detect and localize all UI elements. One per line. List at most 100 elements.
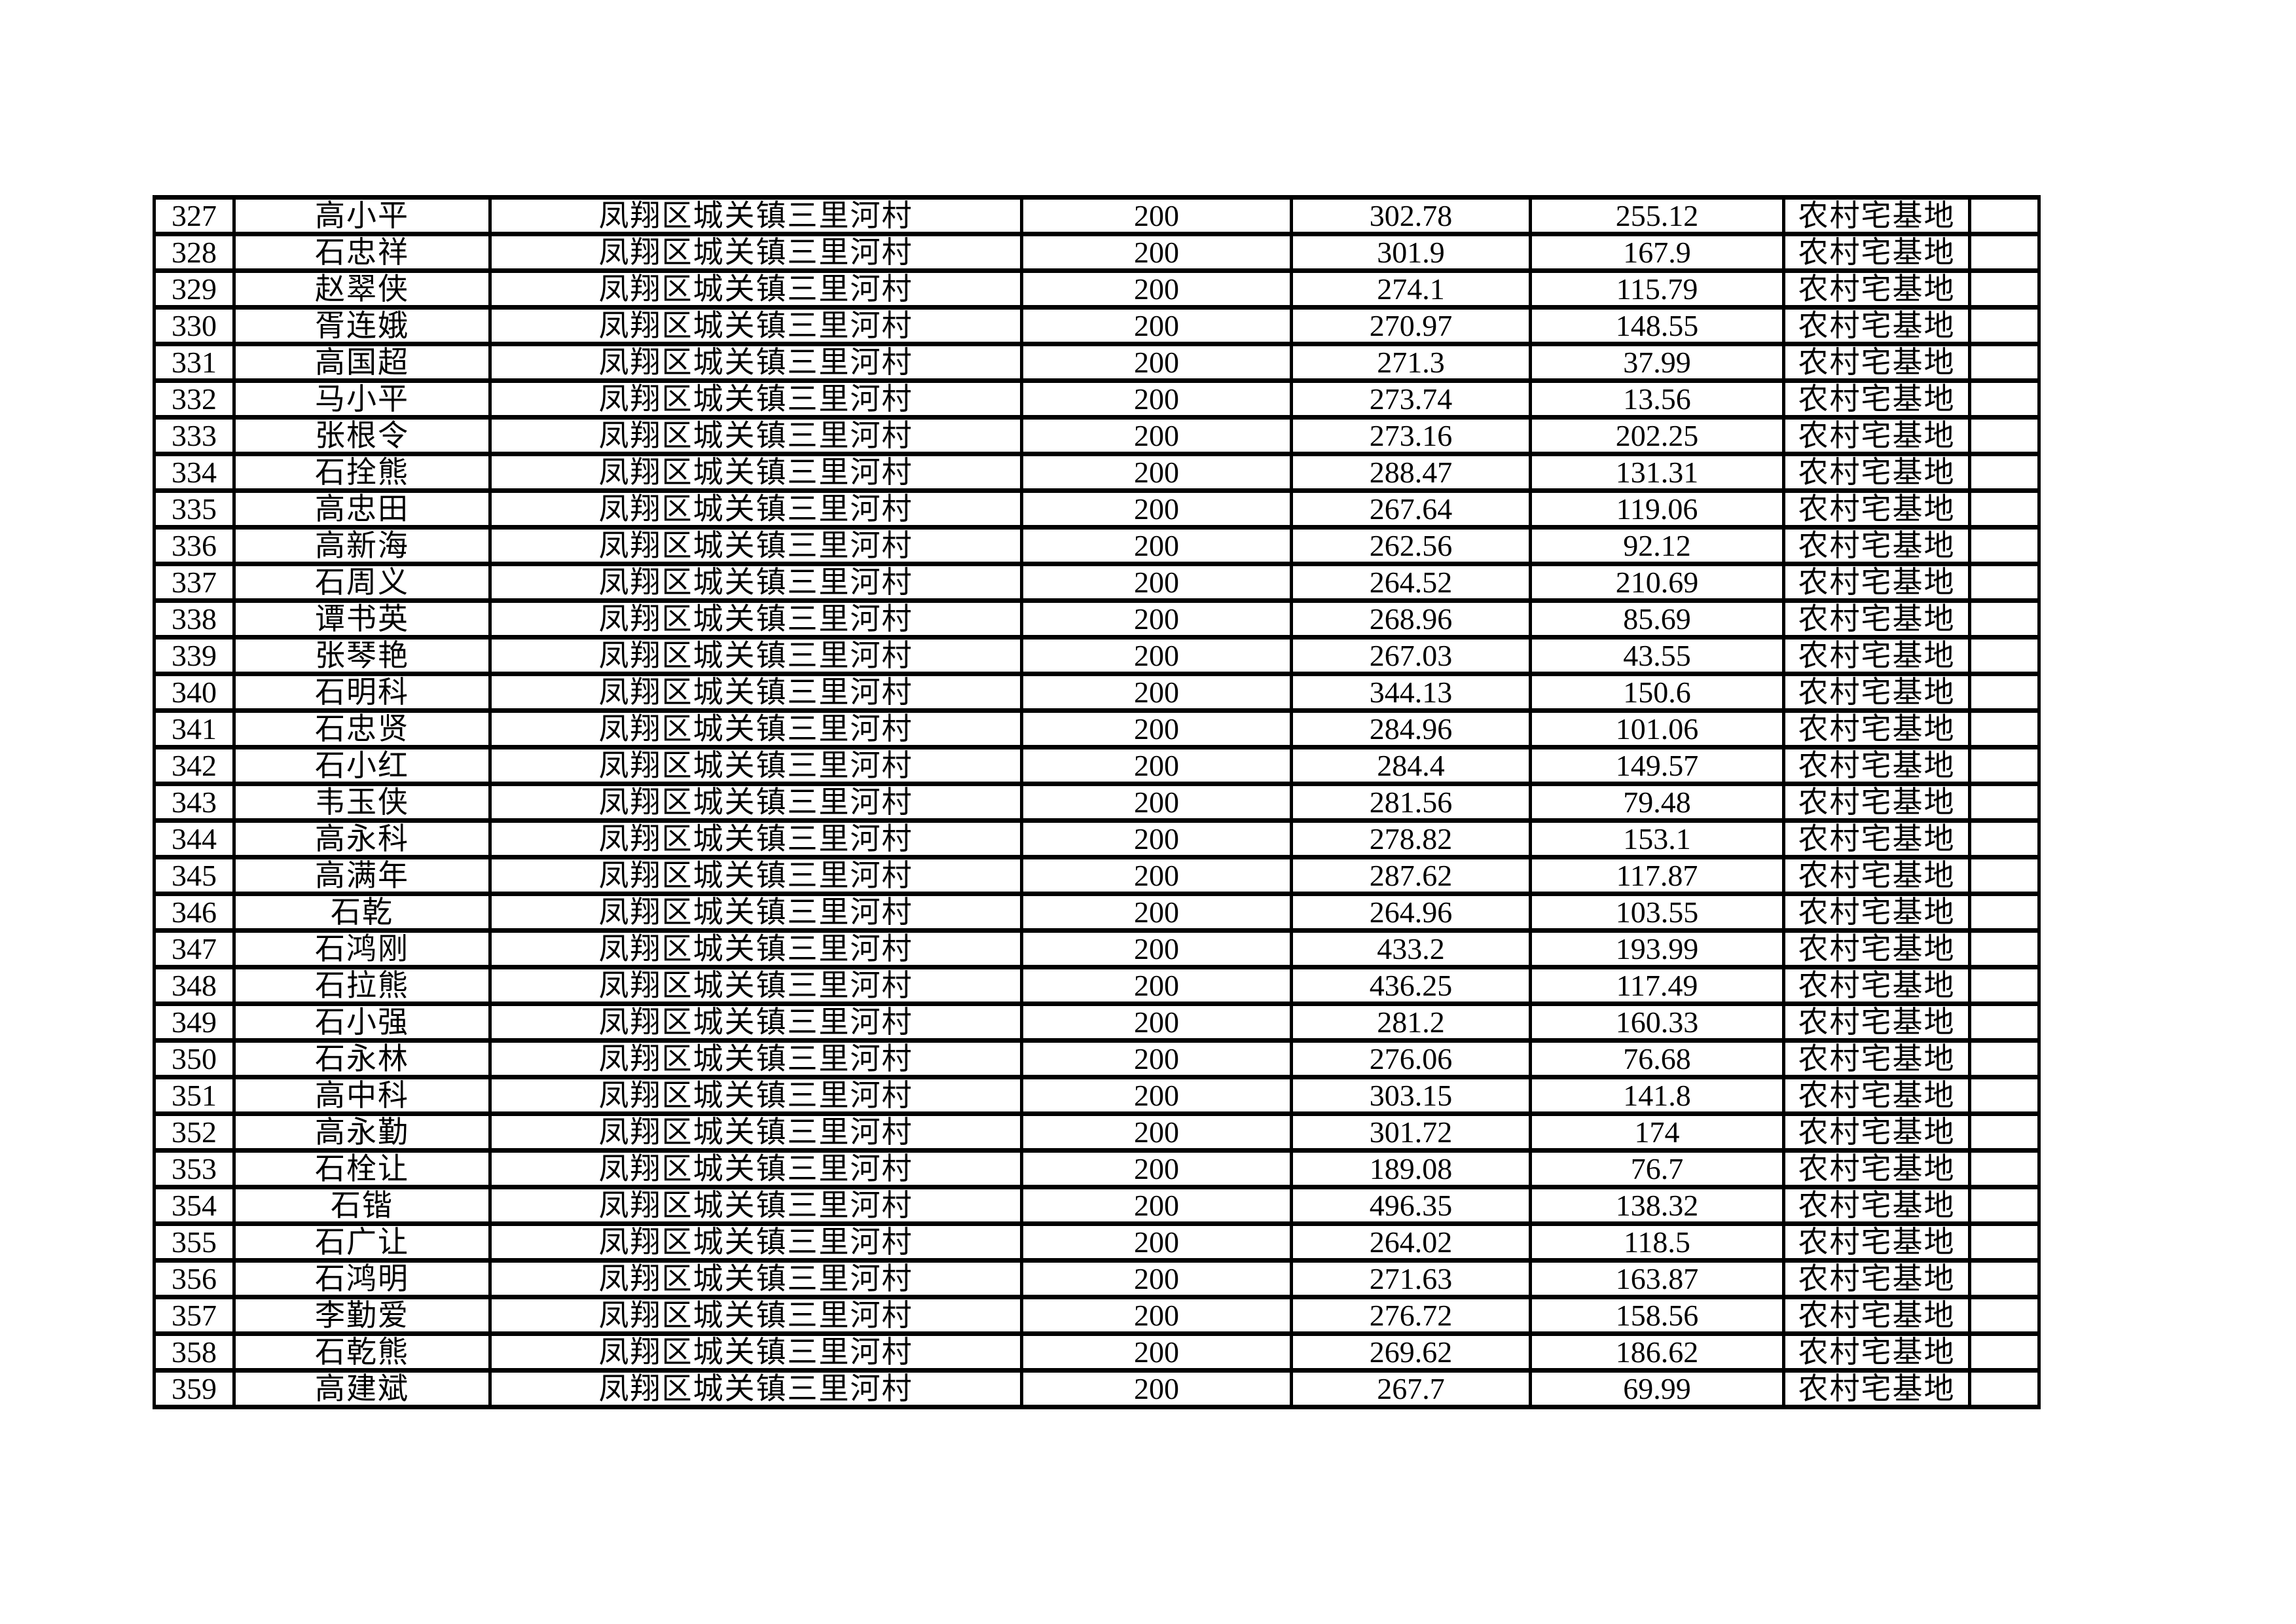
cell-village: 凤翔区城关镇三里河村 [488, 232, 1023, 273]
cell-land-type: 农村宅基地 [1782, 1295, 1971, 1336]
cell-land-type: 农村宅基地 [1782, 818, 1971, 859]
cell-area-total: 303.15 [1290, 1075, 1532, 1116]
cell-area-total: 267.03 [1290, 635, 1532, 676]
table-row: 334 石拴熊 凤翔区城关镇三里河村 200 288.47 131.31 农村宅基地 [153, 452, 2041, 493]
table-row: 351 高中科 凤翔区城关镇三里河村 200 303.15 141.8 农村宅基地 [153, 1075, 2041, 1116]
cell-row-number: 334 [153, 452, 236, 493]
cell-quota: 200 [1020, 1148, 1293, 1189]
cell-village: 凤翔区城关镇三里河村 [488, 452, 1023, 493]
cell-blank [1968, 1368, 2041, 1409]
cell-row-number: 329 [153, 268, 236, 310]
cell-area-measured: 255.12 [1529, 195, 1785, 236]
cell-area-total: 301.72 [1290, 1111, 1532, 1153]
table-row: 344 高永科 凤翔区城关镇三里河村 200 278.82 153.1 农村宅基地 [153, 818, 2041, 859]
cell-person-name: 高国超 [232, 342, 492, 383]
cell-blank [1968, 708, 2041, 749]
cell-land-type: 农村宅基地 [1782, 415, 1971, 456]
cell-quota: 200 [1020, 525, 1293, 566]
cell-person-name: 高新海 [232, 525, 492, 566]
cell-land-type: 农村宅基地 [1782, 1001, 1971, 1043]
cell-area-measured: 101.06 [1529, 708, 1785, 749]
table-row: 355 石广让 凤翔区城关镇三里河村 200 264.02 118.5 农村宅基地 [153, 1221, 2041, 1263]
cell-quota: 200 [1020, 782, 1293, 823]
cell-land-type: 农村宅基地 [1782, 452, 1971, 493]
cell-person-name: 石忠贤 [232, 708, 492, 749]
cell-land-type: 农村宅基地 [1782, 1185, 1971, 1226]
cell-quota: 200 [1020, 928, 1293, 969]
cell-village: 凤翔区城关镇三里河村 [488, 1148, 1023, 1189]
cell-blank [1968, 818, 2041, 859]
cell-area-total: 271.3 [1290, 342, 1532, 383]
cell-area-measured: 117.49 [1529, 965, 1785, 1006]
cell-land-type: 农村宅基地 [1782, 1075, 1971, 1116]
cell-area-total: 189.08 [1290, 1148, 1532, 1189]
cell-row-number: 327 [153, 195, 236, 236]
cell-village: 凤翔区城关镇三里河村 [488, 1075, 1023, 1116]
cell-row-number: 328 [153, 232, 236, 273]
cell-area-measured: 149.57 [1529, 745, 1785, 786]
cell-quota: 200 [1020, 745, 1293, 786]
table-row: 348 石拉熊 凤翔区城关镇三里河村 200 436.25 117.49 农村宅基地 [153, 965, 2041, 1006]
cell-land-type: 农村宅基地 [1782, 1111, 1971, 1153]
cell-person-name: 石拉熊 [232, 965, 492, 1006]
table-row: 358 石乾熊 凤翔区城关镇三里河村 200 269.62 186.62 农村宅基地 [153, 1331, 2041, 1373]
cell-person-name: 石周义 [232, 562, 492, 603]
table-row: 341 石忠贤 凤翔区城关镇三里河村 200 284.96 101.06 农村宅基地 [153, 708, 2041, 749]
cell-area-measured: 141.8 [1529, 1075, 1785, 1116]
cell-row-number: 339 [153, 635, 236, 676]
cell-person-name: 高永勤 [232, 1111, 492, 1153]
cell-area-total: 276.72 [1290, 1295, 1532, 1336]
cell-blank [1968, 378, 2041, 420]
cell-row-number: 333 [153, 415, 236, 456]
cell-blank [1968, 1221, 2041, 1263]
cell-row-number: 354 [153, 1185, 236, 1226]
cell-area-total: 284.4 [1290, 745, 1532, 786]
cell-quota: 200 [1020, 598, 1293, 640]
cell-land-type: 农村宅基地 [1782, 1331, 1971, 1373]
cell-person-name: 赵翠侠 [232, 268, 492, 310]
cell-village: 凤翔区城关镇三里河村 [488, 928, 1023, 969]
cell-blank [1968, 745, 2041, 786]
cell-area-total: 344.13 [1290, 672, 1532, 713]
cell-row-number: 344 [153, 818, 236, 859]
cell-land-type: 农村宅基地 [1782, 342, 1971, 383]
cell-person-name: 李勤爱 [232, 1295, 492, 1336]
cell-row-number: 342 [153, 745, 236, 786]
cell-row-number: 345 [153, 855, 236, 896]
cell-blank [1968, 672, 2041, 713]
cell-land-type: 农村宅基地 [1782, 562, 1971, 603]
cell-area-total: 271.63 [1290, 1258, 1532, 1299]
cell-area-total: 301.9 [1290, 232, 1532, 273]
cell-person-name: 高忠田 [232, 488, 492, 530]
cell-row-number: 352 [153, 1111, 236, 1153]
cell-area-measured: 119.06 [1529, 488, 1785, 530]
cell-area-measured: 37.99 [1529, 342, 1785, 383]
cell-area-measured: 160.33 [1529, 1001, 1785, 1043]
cell-person-name: 韦玉侠 [232, 782, 492, 823]
cell-blank [1968, 1075, 2041, 1116]
table-row: 349 石小强 凤翔区城关镇三里河村 200 281.2 160.33 农村宅基地 [153, 1001, 2041, 1043]
cell-village: 凤翔区城关镇三里河村 [488, 268, 1023, 310]
cell-village: 凤翔区城关镇三里河村 [488, 378, 1023, 420]
cell-area-total: 264.52 [1290, 562, 1532, 603]
cell-row-number: 337 [153, 562, 236, 603]
table-row: 336 高新海 凤翔区城关镇三里河村 200 262.56 92.12 农村宅基地 [153, 525, 2041, 566]
cell-quota: 200 [1020, 1075, 1293, 1116]
table-row: 357 李勤爱 凤翔区城关镇三里河村 200 276.72 158.56 农村宅基地 [153, 1295, 2041, 1336]
cell-village: 凤翔区城关镇三里河村 [488, 1258, 1023, 1299]
cell-person-name: 张琴艳 [232, 635, 492, 676]
table-row: 331 高国超 凤翔区城关镇三里河村 200 271.3 37.99 农村宅基地 [153, 342, 2041, 383]
cell-land-type: 农村宅基地 [1782, 1221, 1971, 1263]
cell-person-name: 石鸿刚 [232, 928, 492, 969]
cell-area-measured: 117.87 [1529, 855, 1785, 896]
cell-area-total: 267.7 [1290, 1368, 1532, 1409]
cell-land-type: 农村宅基地 [1782, 488, 1971, 530]
cell-blank [1968, 782, 2041, 823]
cell-blank [1968, 635, 2041, 676]
cell-blank [1968, 525, 2041, 566]
cell-quota: 200 [1020, 818, 1293, 859]
cell-row-number: 351 [153, 1075, 236, 1116]
cell-person-name: 张根令 [232, 415, 492, 456]
cell-area-measured: 43.55 [1529, 635, 1785, 676]
cell-land-type: 农村宅基地 [1782, 525, 1971, 566]
